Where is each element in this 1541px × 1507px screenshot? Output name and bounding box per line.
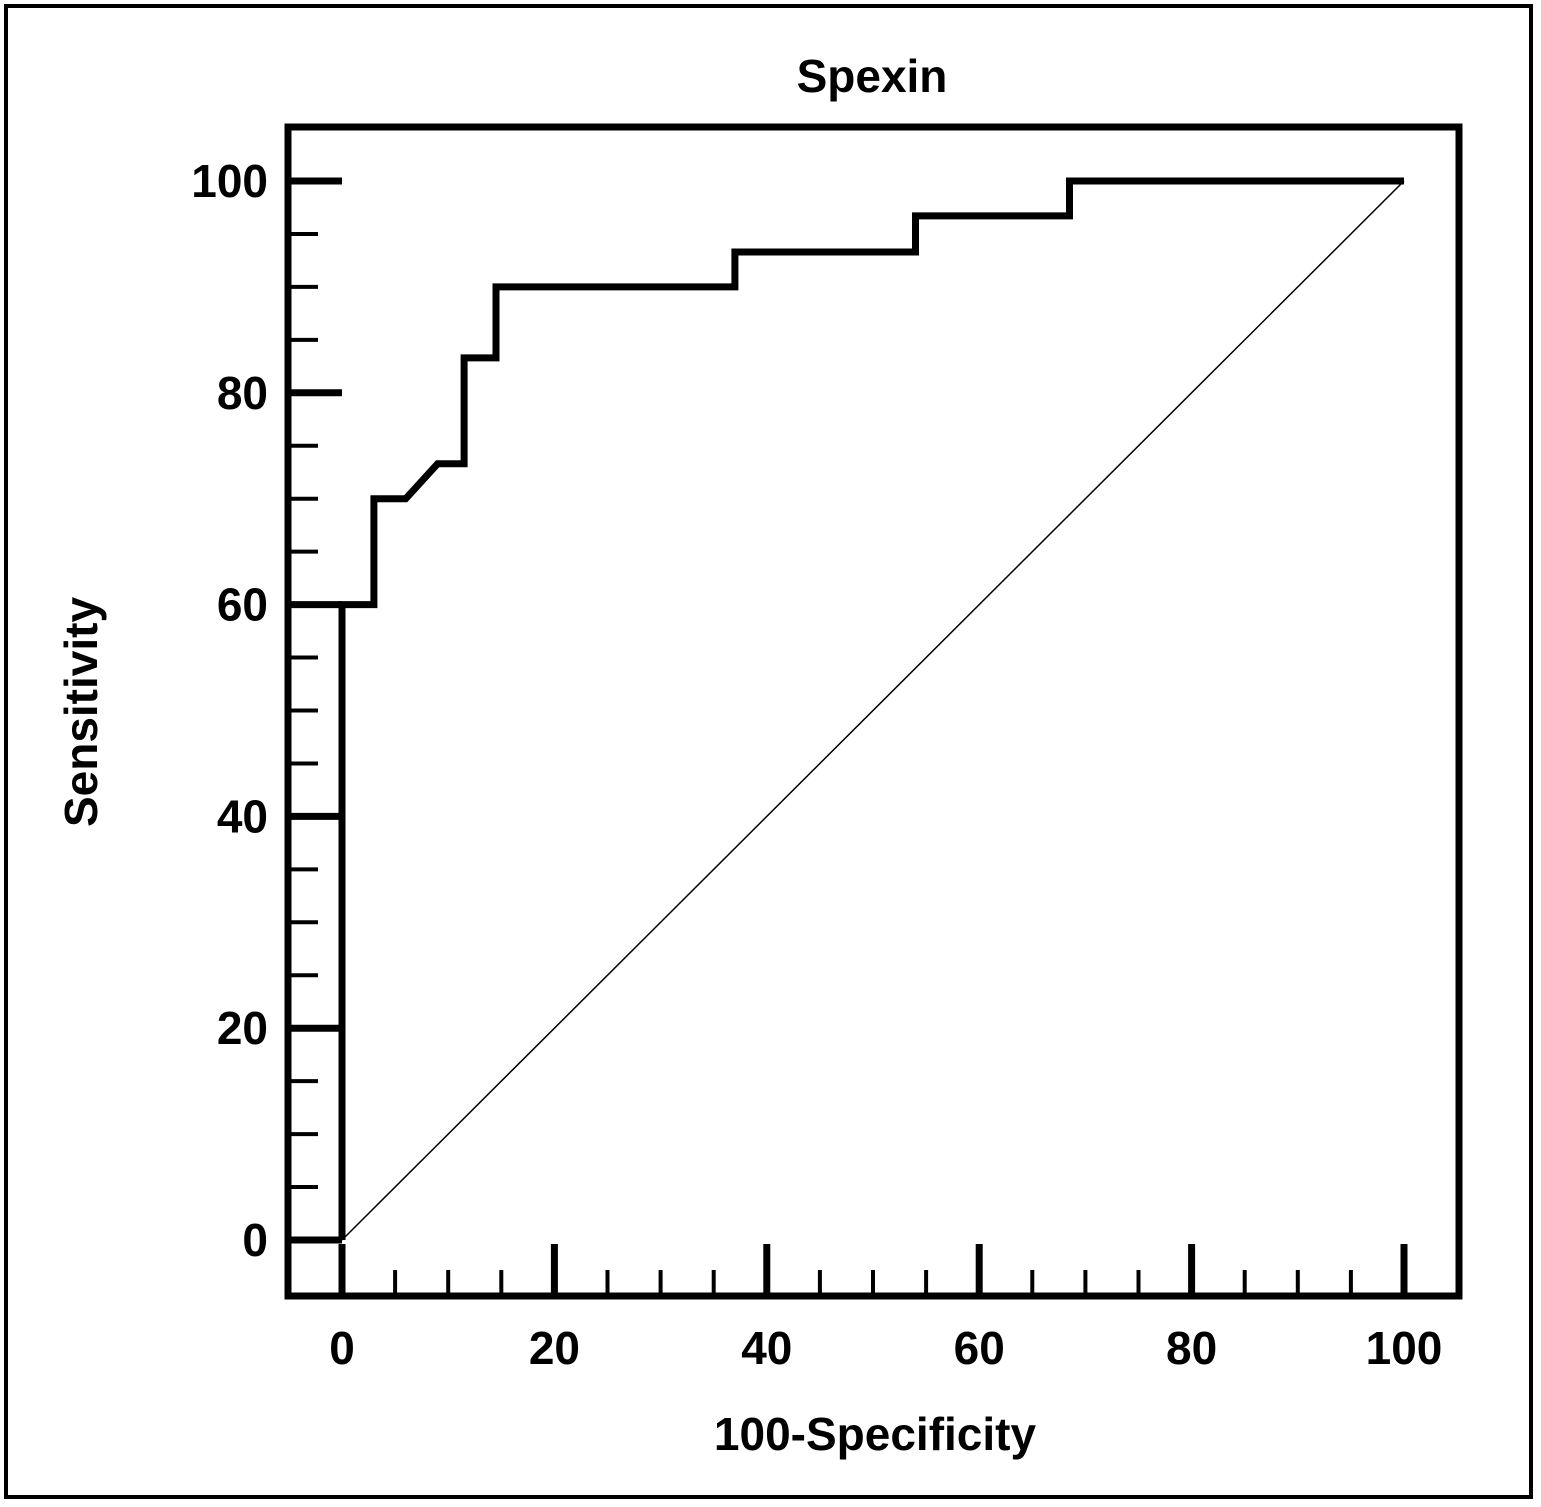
- x-tick-label: 40: [741, 1322, 792, 1374]
- y-tick-label: 0: [242, 1214, 268, 1266]
- x-tick-label: 100: [1366, 1322, 1443, 1374]
- y-axis-label: Sensitivity: [55, 597, 107, 828]
- x-tick-label: 80: [1166, 1322, 1217, 1374]
- x-axis-label: 100-Specificity: [714, 1408, 1037, 1460]
- y-tick-label: 60: [217, 579, 268, 631]
- y-tick-label: 40: [217, 790, 268, 842]
- x-tick-label: 20: [529, 1322, 580, 1374]
- figure-frame: [4, 4, 1533, 1499]
- y-tick-label: 20: [217, 1002, 268, 1054]
- y-axis: 0 20 40 60 80 100: [191, 155, 342, 1266]
- y-tick-label: 80: [217, 367, 268, 419]
- reference-diagonal-line: [341, 180, 1405, 1241]
- chart-title: Spexin: [797, 50, 948, 102]
- x-tick-label: 0: [329, 1322, 355, 1374]
- x-axis: 0 20 40 60 80 100: [329, 1244, 1442, 1374]
- x-tick-label: 60: [954, 1322, 1005, 1374]
- roc-curve-line: [338, 177, 1404, 1240]
- y-tick-label: 100: [191, 155, 268, 207]
- series-layer: [338, 177, 1405, 1241]
